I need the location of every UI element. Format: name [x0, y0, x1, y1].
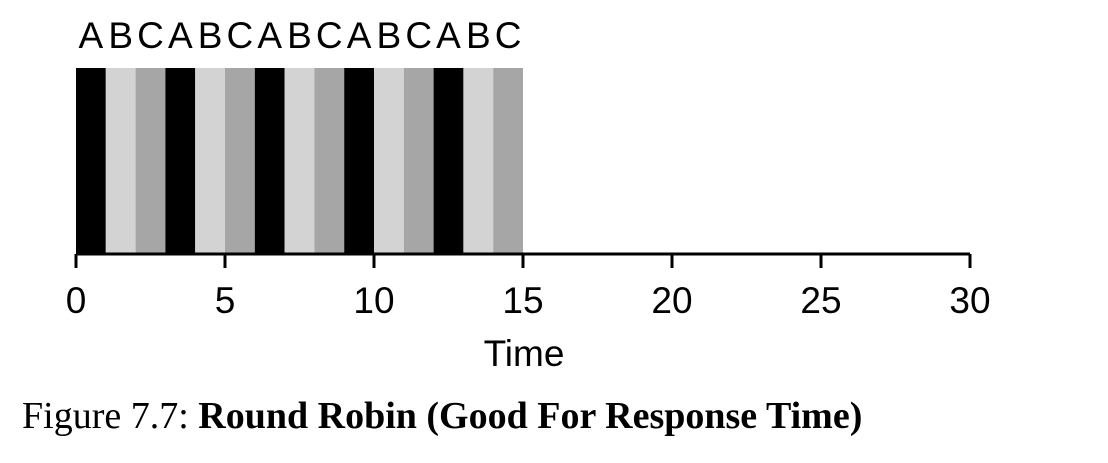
- x-tick-label: 20: [651, 280, 692, 321]
- time-slice: [135, 68, 166, 254]
- slice-label: C: [137, 15, 164, 56]
- caption-text: Round Robin (Good For Response Time): [198, 395, 862, 437]
- time-slice: [165, 68, 196, 254]
- time-slice: [195, 68, 225, 254]
- time-slice: [374, 68, 404, 254]
- slice-label: B: [108, 15, 133, 56]
- x-tick-label: 25: [800, 280, 841, 321]
- slice-label: C: [316, 15, 343, 56]
- slice-label: B: [377, 15, 402, 56]
- x-tick-label: 10: [353, 280, 394, 321]
- time-slice: [284, 68, 315, 254]
- slice-label: C: [405, 15, 432, 56]
- x-axis-label: Time: [484, 333, 565, 374]
- slice-label: B: [287, 15, 312, 56]
- slice-label: A: [168, 15, 193, 56]
- caption-label: Figure 7.7:: [22, 395, 189, 437]
- x-tick-label: 30: [949, 280, 990, 321]
- time-slice: [344, 68, 374, 254]
- x-tick-label: 0: [66, 280, 87, 321]
- caption: Figure 7.7: Round Robin (Good For Respon…: [22, 395, 862, 437]
- slice-label: B: [198, 15, 223, 56]
- time-slice: [493, 68, 523, 254]
- time-slice: [314, 68, 345, 254]
- time-slice: [403, 68, 434, 254]
- time-slice: [105, 68, 136, 254]
- slice-label: B: [466, 15, 491, 56]
- time-slice: [254, 68, 285, 254]
- time-slice: [76, 68, 106, 254]
- x-tick-label: 15: [502, 280, 543, 321]
- slice-label: A: [436, 15, 461, 56]
- slice-label: C: [227, 15, 254, 56]
- time-slice: [463, 68, 494, 254]
- slice-label: A: [79, 15, 104, 56]
- time-slice: [433, 68, 464, 254]
- slice-label: C: [495, 15, 522, 56]
- slice-label: A: [347, 15, 372, 56]
- time-slice: [225, 68, 255, 254]
- slice-label: A: [257, 15, 282, 56]
- x-tick-label: 5: [215, 280, 236, 321]
